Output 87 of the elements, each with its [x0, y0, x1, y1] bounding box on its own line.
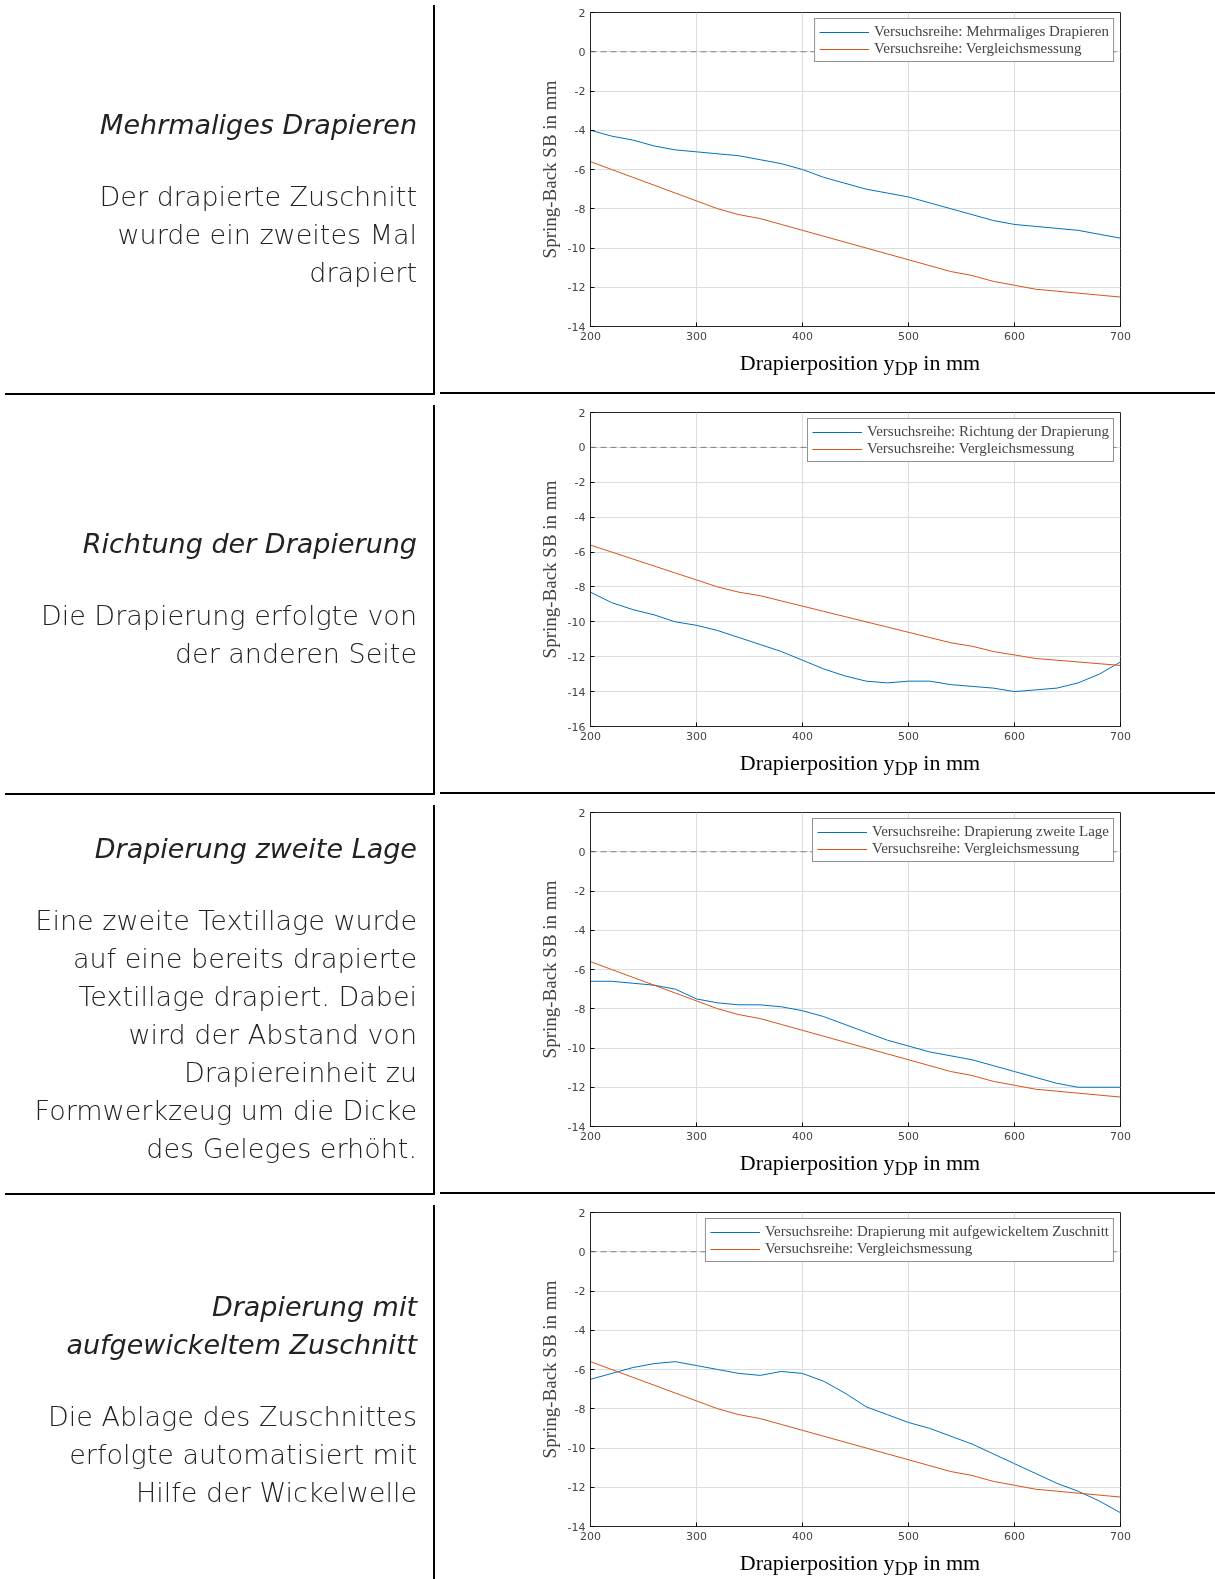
y-tick-label: -6 [574, 1363, 586, 1377]
line-series [590, 161, 1121, 298]
y-tick-label: -8 [574, 580, 586, 594]
y-tick-label: -12 [567, 1481, 586, 1495]
x-tick-label: 600 [1004, 329, 1025, 343]
y-tick-label: -4 [574, 124, 586, 138]
y-tick-label: -2 [574, 85, 586, 98]
y-tick-label: -14 [567, 685, 586, 699]
y-tick-label: 0 [578, 1245, 586, 1259]
x-tick-label: 300 [686, 1529, 707, 1543]
y-tick-label: -6 [574, 163, 586, 177]
x-tick-label: 300 [686, 1129, 707, 1143]
legend-label: Versuchsreihe: Vergleichsmessung [874, 40, 1082, 57]
y-tick-label: -12 [567, 1081, 586, 1095]
line-series [590, 961, 1121, 1098]
y-tick-label: -10 [567, 1442, 586, 1455]
y-tick-label: 2 [578, 1206, 586, 1220]
y-axis-title: Spring-Back SB in mm [538, 1280, 560, 1459]
y-tick-label: 0 [578, 845, 586, 859]
line-series [590, 544, 1121, 666]
x-axis-title: Drapierposition y$_{DP}$ in mm [739, 1549, 981, 1579]
line-series [590, 591, 1121, 693]
x-tick-label: 700 [1110, 329, 1131, 343]
x-tick-label: 400 [792, 1129, 813, 1143]
x-tick-label: 400 [792, 329, 813, 343]
y-tick-label: -12 [567, 281, 586, 295]
legend-label: Versuchsreihe: Vergleichsmessung [764, 1240, 973, 1257]
x-tick-label: 500 [898, 729, 919, 743]
y-tick-label: -6 [574, 963, 586, 977]
x-tick-label: 300 [686, 729, 707, 743]
x-tick-label: 600 [1004, 1529, 1025, 1543]
y-tick-label: -2 [574, 476, 586, 490]
text: Eine zweite Textillage wurde auf eine bereits drapierte Textillage drapiert. Dabei wird der Abstand von Drapiereinheit zu Formwerkzeug um die Dicke des Geleges erhöht. [33, 904, 417, 1166]
legend-label: Versuchsreihe: Drapierung zweite Lage [872, 823, 1109, 840]
x-tick-label: 400 [792, 729, 813, 743]
legend-label: Versuchsreihe: Vergleichsmessung [872, 840, 1080, 857]
x-tick-label: 500 [898, 329, 919, 343]
x-tick-label: 500 [898, 1129, 919, 1143]
x-tick-label: 700 [1110, 1129, 1131, 1143]
y-tick-label: 2 [578, 6, 586, 20]
y-tick-label: -4 [574, 511, 586, 525]
x-tick-label: 600 [1004, 1129, 1025, 1143]
y-tick-label: -6 [574, 546, 586, 560]
x-axis-title: Drapierposition y$_{DP}$ in mm [739, 1149, 981, 1182]
y-tick-label: -8 [574, 1402, 586, 1416]
legend-label: Versuchsreihe: Mehrmaliges Drapieren [874, 23, 1109, 40]
x-axis-title: Drapierposition y$_{DP}$ in mm [739, 749, 981, 782]
y-axis-title: Spring-Back SB in mm [538, 480, 560, 659]
x-tick-label: 700 [1110, 1529, 1131, 1543]
x-tick-label: 600 [1004, 729, 1025, 743]
y-tick-label: -8 [574, 1002, 586, 1016]
y-tick-label: 2 [578, 806, 586, 820]
y-tick-label: -10 [567, 615, 586, 629]
y-tick-label: -4 [574, 1324, 586, 1338]
text: Die Drapierung erfolgte von der anderen Seite [39, 599, 417, 671]
line-series [590, 980, 1121, 1088]
text: Die Ablage des Zuschnittes erfolgte automatisiert mit Hilfe der Wickelwelle [46, 1400, 417, 1510]
x-tick-label: 200 [580, 1129, 601, 1143]
y-tick-label: -12 [567, 650, 586, 664]
x-tick-label: 200 [580, 729, 601, 743]
y-tick-label: -4 [574, 924, 586, 938]
y-tick-label: -2 [574, 885, 586, 898]
legend-label: Versuchsreihe: Vergleichsmessung [866, 440, 1075, 457]
x-tick-label: 700 [1110, 729, 1131, 743]
legend-label: Versuchsreihe: Drapierung mit aufgewickeltem Zuschnitt [764, 1223, 1109, 1240]
x-tick-label: 200 [580, 329, 601, 343]
y-tick-label: -8 [574, 202, 586, 216]
text: Richtung der Drapierung [81, 527, 417, 561]
text: Der drapierte Zuschnitt wurde ein zweites Mal drapiert [98, 180, 417, 290]
line-series [590, 129, 1121, 239]
x-tick-label: 300 [686, 329, 707, 343]
y-tick-label: 0 [578, 45, 586, 59]
y-tick-label: -10 [567, 242, 586, 255]
x-tick-label: 200 [580, 1529, 601, 1543]
y-tick-label: 0 [578, 441, 586, 455]
y-tick-label: 2 [578, 406, 586, 420]
text: Mehrmaliges Drapieren [99, 108, 417, 142]
y-axis-title: Spring-Back SB in mm [538, 80, 560, 259]
x-tick-label: 500 [898, 1529, 919, 1543]
y-tick-label: -10 [567, 1042, 586, 1055]
y-axis-title: Spring-Back SB in mm [538, 880, 560, 1059]
x-tick-label: 400 [792, 1529, 813, 1543]
text: Drapierung zweite Lage [93, 832, 417, 866]
y-tick-label: -2 [574, 1285, 586, 1298]
text: Drapierung mit aufgewickeltem Zuschnitt [65, 1290, 417, 1362]
legend-label: Versuchsreihe: Richtung der Drapierung [866, 423, 1109, 440]
x-axis-title: Drapierposition y$_{DP}$ in mm [739, 349, 981, 382]
